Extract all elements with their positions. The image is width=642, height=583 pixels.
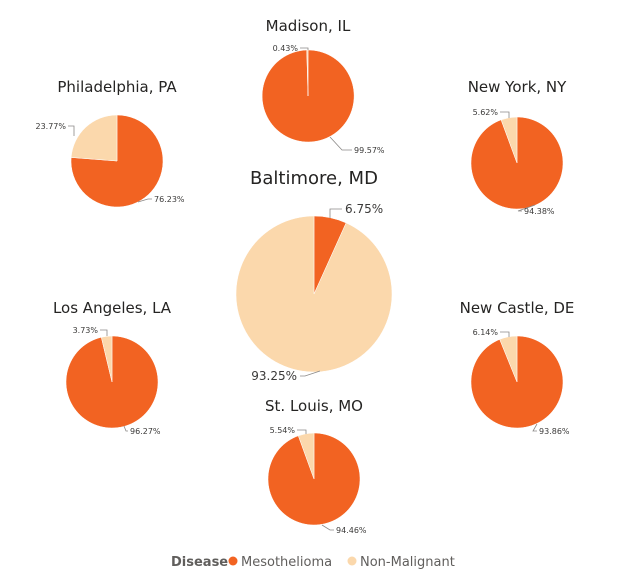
- pie-title-baltimore-md: Baltimore, MD: [250, 168, 378, 189]
- legend-label-mesothelioma[interactable]: Mesothelioma: [241, 555, 332, 570]
- legend-marker-mesothelioma: [228, 556, 238, 566]
- leader-line-new-york-ny-non-malignant: [500, 111, 510, 118]
- data-label-los-angeles-la-mesothelioma: 96.27%: [130, 427, 161, 436]
- leader-line-new-castle-de-non-malignant: [500, 331, 510, 337]
- leader-line-new-castle-de-mesothelioma: [532, 423, 538, 432]
- pie-title-new-york-ny: New York, NY: [468, 78, 567, 96]
- leader-line-madison-il-non-malignant: [300, 47, 309, 50]
- data-label-st-louis-mo-mesothelioma: 94.46%: [336, 526, 367, 535]
- data-label-new-york-ny-mesothelioma: 94.38%: [524, 207, 555, 216]
- leader-line-st-louis-mo-mesothelioma: [321, 524, 334, 531]
- leader-line-los-angeles-la-non-malignant: [100, 329, 108, 336]
- data-label-st-louis-mo-non-malignant: 5.54%: [270, 426, 296, 435]
- legend-marker-non-malignant: [347, 556, 357, 566]
- data-label-madison-il-non-malignant: 0.43%: [273, 44, 299, 53]
- pie-baltimore-md: Baltimore, MD 6.75% 93.25%: [235, 168, 393, 383]
- data-label-new-york-ny-non-malignant: 5.62%: [473, 108, 499, 117]
- data-label-madison-il-mesothelioma: 99.57%: [354, 146, 385, 155]
- data-label-philadelphia-pa-mesothelioma: 76.23%: [154, 195, 185, 204]
- pie-st-louis-mo: St. Louis, MO 94.46% 5.54%: [265, 397, 367, 535]
- pie-new-castle-de: New Castle, DE 93.86% 6.14%: [460, 299, 575, 436]
- pie-philadelphia-pa: Philadelphia, PA 76.23% 23.77%: [35, 78, 185, 208]
- data-label-new-castle-de-mesothelioma: 93.86%: [539, 427, 570, 436]
- pies-layer: Madison, IL 99.57% 0.43% Philadelphia, PA 76…: [35, 17, 574, 535]
- leader-line-new-york-ny-mesothelioma: [517, 204, 536, 212]
- pie-title-st-louis-mo: St. Louis, MO: [265, 397, 363, 415]
- legend-title: Disease: [171, 555, 228, 570]
- data-label-philadelphia-pa-non-malignant: 23.77%: [35, 122, 66, 131]
- pie-title-madison-il: Madison, IL: [266, 17, 351, 35]
- pie-slice-new-castle-de-non-malignant[interactable]: [499, 335, 518, 383]
- legend: Disease Mesothelioma Non-Malignant: [171, 555, 455, 570]
- pie-new-york-ny: New York, NY 94.38% 5.62%: [468, 78, 567, 216]
- leader-line-philadelphia-pa-mesothelioma: [137, 198, 152, 203]
- pie-title-los-angeles-la: Los Angeles, LA: [53, 299, 172, 317]
- leader-line-st-louis-mo-non-malignant: [297, 429, 307, 434]
- data-label-baltimore-md-mesothelioma: 6.75%: [345, 202, 383, 216]
- leader-line-los-angeles-la-mesothelioma: [123, 425, 128, 432]
- pie-slice-baltimore-md-non-malignant[interactable]: [235, 215, 393, 373]
- leader-line-baltimore-md-mesothelioma: [329, 208, 342, 218]
- pie-slice-los-angeles-la-non-malignant[interactable]: [101, 335, 113, 383]
- leader-line-madison-il-mesothelioma: [329, 136, 352, 151]
- pie-los-angeles-la: Los Angeles, LA 96.27% 3.73%: [53, 299, 172, 436]
- pie-madison-il: Madison, IL 99.57% 0.43%: [261, 17, 385, 155]
- data-label-new-castle-de-non-malignant: 6.14%: [473, 328, 499, 337]
- pie-title-philadelphia-pa: Philadelphia, PA: [57, 78, 177, 96]
- leader-line-baltimore-md-non-malignant: [300, 370, 321, 377]
- legend-label-non-malignant[interactable]: Non-Malignant: [360, 555, 455, 570]
- pie-slice-philadelphia-pa-non-malignant[interactable]: [70, 114, 118, 162]
- pie-title-new-castle-de: New Castle, DE: [460, 299, 575, 317]
- leader-line-philadelphia-pa-non-malignant: [68, 125, 75, 136]
- data-label-baltimore-md-non-malignant: 93.25%: [251, 369, 297, 383]
- data-label-los-angeles-la-non-malignant: 3.73%: [73, 326, 99, 335]
